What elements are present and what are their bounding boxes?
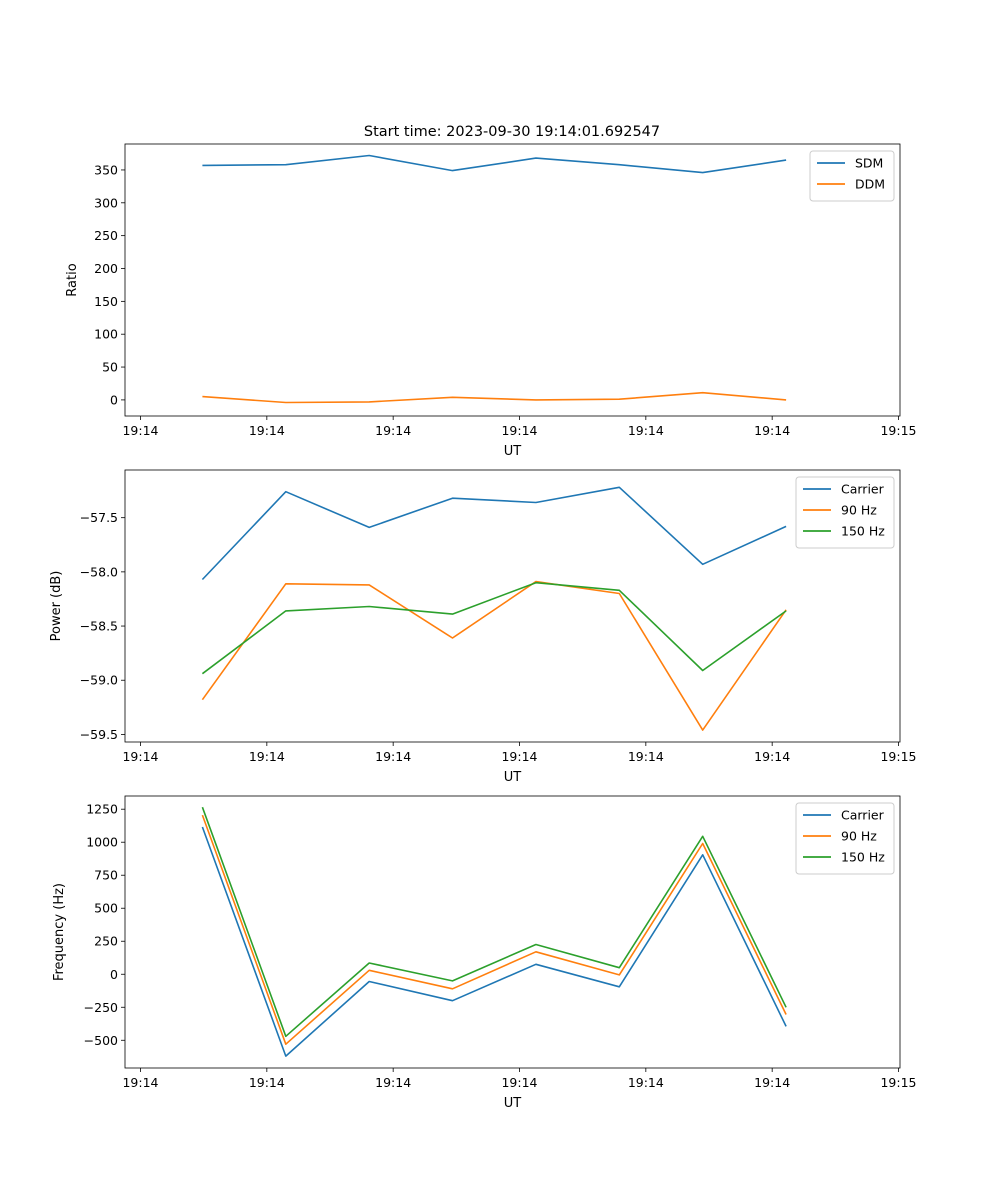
axes-frame: [124, 143, 901, 417]
y-axis-label: Ratio: [65, 263, 80, 296]
y-tick-label: 350: [94, 162, 118, 177]
y-tick-label: 250: [94, 228, 118, 243]
x-tick-label: 19:14: [375, 749, 411, 764]
x-tick-label: 19:14: [249, 1075, 285, 1090]
y-tick-label: 0: [110, 967, 118, 982]
subplot-1: 19:14 19:14 19:14 19:14 19:14 19:14 19:15 0 50 10…: [65, 143, 917, 459]
x-axis-label: UT: [504, 770, 522, 785]
x-axis-label: UT: [504, 444, 522, 459]
y-axis-label: Frequency (Hz): [52, 883, 67, 981]
axes-frame: [124, 795, 901, 1069]
figure-title: Start time: 2023-09-30 19:14:01.692547: [364, 124, 660, 140]
x-tick-label: 19:14: [249, 423, 285, 438]
series-line-sdm: [202, 154, 787, 174]
x-tick-label: 19:14: [754, 1075, 790, 1090]
legend-label: Carrier: [841, 808, 885, 823]
legend: Carrier 90 Hz 150 Hz: [795, 802, 895, 875]
series-line-150-hz: [201, 806, 787, 1038]
x-tick-label: 19:14: [375, 423, 411, 438]
x-tick-label: 19:14: [501, 423, 537, 438]
y-tick-label: 150: [94, 294, 118, 309]
axes-frame: [124, 469, 901, 743]
legend-label: DDM: [855, 177, 885, 192]
x-tick-label: 19:14: [754, 749, 790, 764]
x-tick-label: 19:14: [501, 749, 537, 764]
legend: Carrier 90 Hz 150 Hz: [795, 476, 895, 549]
series-line-ddm: [202, 391, 787, 404]
y-tick-label: −58.0: [80, 564, 118, 579]
legend-label: Carrier: [841, 482, 885, 497]
legend-label: 90 Hz: [841, 829, 877, 844]
y-tick-label: 750: [94, 868, 118, 883]
series-line-90-hz: [201, 580, 787, 731]
x-tick-label: 19:14: [628, 749, 664, 764]
x-tick-label: 19:15: [880, 1075, 916, 1090]
x-tick-label: 19:15: [880, 423, 916, 438]
series-line-carrier: [201, 486, 787, 581]
y-axis-label: Power (dB): [49, 571, 64, 642]
y-tick-label: 100: [94, 327, 118, 342]
y-tick-label: −59.0: [80, 673, 118, 688]
x-tick-label: 19:15: [880, 749, 916, 764]
y-tick-label: 300: [94, 195, 118, 210]
legend-label: 90 Hz: [841, 503, 877, 518]
legend-label: 150 Hz: [841, 850, 885, 865]
x-tick-label: 19:14: [375, 1075, 411, 1090]
y-tick-label: −59.5: [80, 727, 118, 742]
x-axis-label: UT: [504, 1096, 522, 1111]
x-tick-label: 19:14: [754, 423, 790, 438]
subplot-2: 19:14 19:14 19:14 19:14 19:14 19:14 19:15 −59.5…: [49, 469, 917, 785]
y-tick-label: 50: [102, 360, 118, 375]
y-tick-label: 0: [110, 392, 118, 407]
legend-label: SDM: [855, 156, 883, 171]
y-tick-label: −58.5: [80, 619, 118, 634]
x-tick-label: 19:14: [122, 423, 158, 438]
y-tick-label: 200: [94, 261, 118, 276]
subplots: 19:14 19:14 19:14 19:14 19:14 19:14 19:15 0 50 10…: [49, 143, 917, 1111]
y-tick-label: −500: [84, 1033, 118, 1048]
y-tick-label: 250: [94, 934, 118, 949]
series-line-90-hz: [201, 814, 787, 1045]
y-tick-label: −250: [84, 1000, 118, 1015]
x-tick-label: 19:14: [628, 423, 664, 438]
series-line-carrier: [201, 826, 787, 1057]
y-tick-label: 500: [94, 901, 118, 916]
y-tick-label: 1250: [86, 802, 118, 817]
subplot-3: 19:14 19:14 19:14 19:14 19:14 19:14 19:15 −500 −…: [52, 795, 917, 1111]
legend: SDM DDM: [809, 150, 895, 202]
y-tick-label: −57.5: [80, 510, 118, 525]
legend-label: 150 Hz: [841, 524, 885, 539]
x-tick-label: 19:14: [122, 1075, 158, 1090]
x-tick-label: 19:14: [501, 1075, 537, 1090]
x-tick-label: 19:14: [249, 749, 285, 764]
x-tick-label: 19:14: [122, 749, 158, 764]
x-tick-label: 19:14: [628, 1075, 664, 1090]
series-line-150-hz: [201, 581, 787, 675]
y-tick-label: 1000: [86, 835, 118, 850]
